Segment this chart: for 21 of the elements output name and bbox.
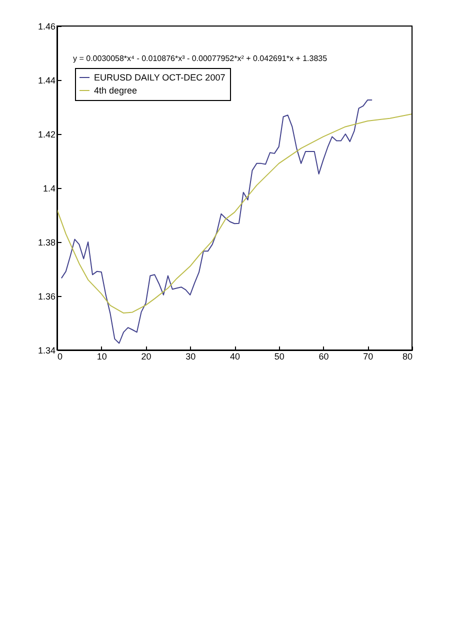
annotation: y = 0.0030058*x⁴ - 0.010876*x³ - 0.00077952*x² + 0.042691*x + 1.3835 — [73, 54, 328, 63]
line-series — [60, 99, 373, 344]
legend-label: 4th degree — [94, 86, 138, 96]
y-tick-label: 1.44 — [38, 76, 56, 86]
x-tick-label: 40 — [230, 352, 240, 362]
x-tick-label: 70 — [363, 352, 374, 362]
x-tick-label: 30 — [186, 352, 196, 362]
y-tick-label: 1.46 — [38, 22, 56, 32]
x-tick-label: 80 — [402, 352, 412, 362]
x-tick-label: 50 — [274, 352, 284, 362]
line-series — [56, 114, 412, 314]
y-tick-label: 1.4 — [42, 184, 56, 194]
y-tick-label: 1.42 — [38, 130, 56, 140]
y-tick-label: 1.34 — [38, 346, 56, 356]
x-tick-label: 60 — [318, 352, 329, 362]
y-tick-label: 1.38 — [38, 238, 56, 248]
y-tick-label: 1.36 — [38, 292, 56, 302]
x-tick-label: 10 — [96, 352, 107, 362]
legend-label: EURUSD DAILY OCT-DEC 2007 — [94, 72, 226, 82]
x-tick-label: 0 — [58, 352, 63, 362]
x-tick-label: 20 — [141, 352, 152, 362]
